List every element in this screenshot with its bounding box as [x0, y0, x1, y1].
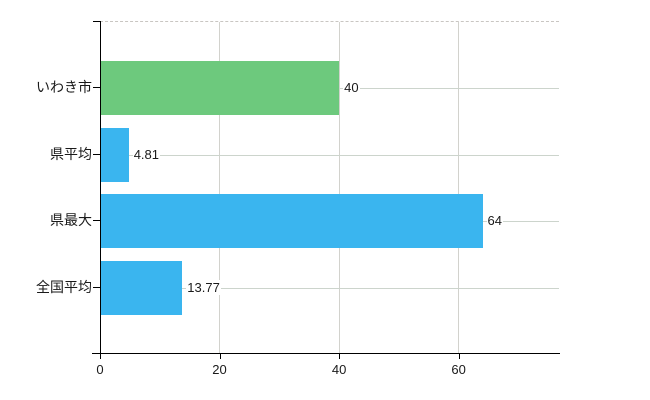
- y-axis-end-tick: [93, 21, 100, 22]
- value-label: 64: [486, 213, 503, 228]
- bar: [100, 194, 483, 248]
- gridline-vertical: [458, 22, 460, 354]
- gridline-horizontal: [100, 155, 559, 156]
- value-label: 4.81: [132, 147, 160, 162]
- y-axis-end-tick: [93, 353, 100, 354]
- category-label: 県平均: [50, 146, 92, 162]
- x-tick-label: 0: [96, 362, 104, 377]
- x-tick-label: 20: [212, 362, 227, 377]
- bar: [100, 61, 340, 115]
- category-label: いわき市: [36, 79, 92, 95]
- y-axis-tick: [93, 154, 100, 155]
- bar: [100, 128, 129, 182]
- x-axis-line: [92, 353, 560, 354]
- plot-area: 40 4.81 64 13.77: [100, 21, 559, 354]
- bar: [100, 261, 183, 315]
- gridline-vertical: [338, 22, 340, 354]
- y-axis-line: [100, 21, 101, 359]
- gridline-vertical: [219, 22, 221, 354]
- value-label: 13.77: [186, 280, 221, 295]
- value-label: 40: [343, 80, 360, 95]
- y-axis-tick: [93, 287, 100, 288]
- x-axis-tick: [458, 354, 460, 359]
- x-tick-label: 40: [331, 362, 347, 377]
- category-label: 全国平均: [36, 279, 92, 295]
- gridline-horizontal: [100, 288, 559, 289]
- x-axis-tick: [100, 354, 101, 359]
- x-axis-tick: [219, 354, 221, 359]
- category-label: 県最大: [50, 212, 92, 228]
- y-axis-tick: [93, 220, 100, 221]
- x-tick-label: 60: [451, 362, 466, 377]
- x-axis-tick: [339, 354, 341, 359]
- y-axis-tick: [93, 87, 100, 88]
